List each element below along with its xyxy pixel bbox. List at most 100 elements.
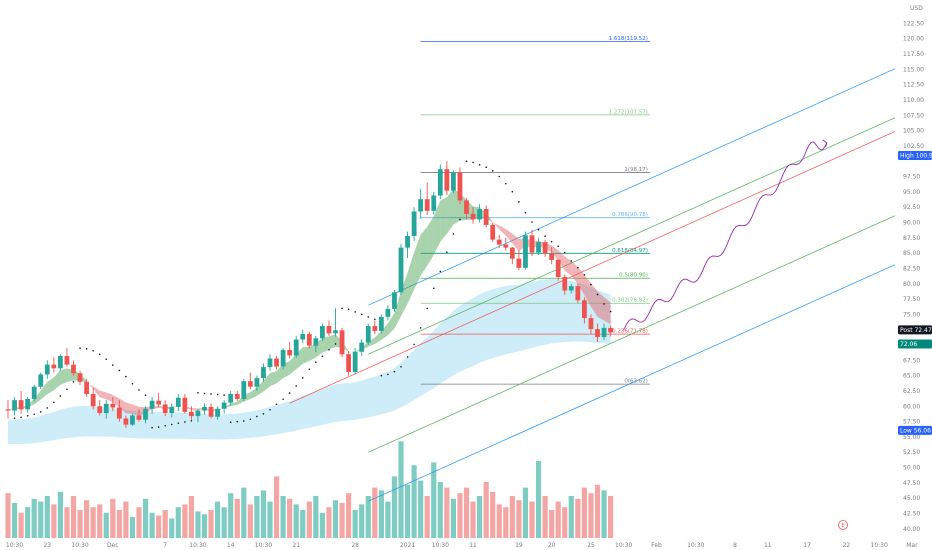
ribbon-segment [571,261,578,284]
psar-dot [170,423,173,426]
ribbon-segment [93,386,100,398]
volume-bar [346,493,352,538]
psar-dot [557,245,559,248]
psar-dot [406,356,409,358]
volume-bar [562,507,568,538]
psar-dot [570,260,573,262]
volume-bar [444,487,450,538]
volume-bar [594,484,601,538]
psar-dot [243,420,245,422]
psar-dot [511,190,514,193]
candle-body [12,400,17,411]
price-tick-label: 105.00 [903,128,924,135]
psar-dot [144,394,147,396]
candle-body [595,329,600,338]
time-tick-label: 8 [733,542,737,549]
candle-body [352,351,358,372]
volume-bar [300,510,306,538]
candle-body [365,326,371,343]
ribbon-segment [53,370,61,391]
psar-dot [184,421,186,423]
candle-body [320,326,325,339]
psar-dot [125,375,127,378]
time-axis: 10:30 23 10:30 Dec 7 10:30 14 10:30 21 28 2021 10:3… [6,542,918,549]
volume-bar [38,501,44,538]
candle-body [169,406,175,414]
psar-dot [537,228,540,231]
time-tick-label: 21 [292,542,300,549]
projection-arrowhead [822,139,828,147]
candle-body [149,400,155,409]
volume-bar [156,515,162,538]
psar-dot [105,358,108,360]
currency-label: USD [910,5,923,12]
volume-bar [437,482,443,538]
ribbon-segment [40,381,48,400]
psar-dot [315,361,317,363]
fib-level-label: 1(98.17) [624,167,648,173]
candle-body [418,199,424,212]
ribbon-segment [99,390,107,400]
fib-level-label: 1.618(119.52) [609,36,648,42]
volume-bar [496,504,502,538]
event-marker[interactable]: E [838,520,848,530]
fib-level-label: 0.382(76.82) [612,298,648,304]
fib-level-label: 1.272(107.57) [609,109,648,115]
candle-body [25,398,31,410]
candle-body [575,286,581,301]
psar-dot [301,377,304,379]
ribbon-segment [446,189,454,234]
psar-dot [328,348,330,351]
volume-bar [555,501,561,538]
volume-bar [490,491,496,538]
volume-bar [516,500,522,538]
candle-body [306,333,312,346]
price-tick-label: 42.50 [903,510,920,517]
volume-bar [162,510,168,538]
pitchfork-line [368,117,896,355]
candle-body [110,403,116,408]
volume-bar [188,496,194,538]
volume-bar [483,482,489,538]
ribbon-segment [86,380,94,390]
ribbon-segment [505,229,513,244]
ribbon-segment [551,245,559,261]
candle-body [385,308,391,317]
post-badge [898,325,932,335]
candle-body [529,235,535,253]
time-tick-label: 19 [515,542,523,549]
candle-body [130,415,135,425]
volume-bar [195,511,201,538]
candle-body [287,349,293,356]
time-tick-label: Feb [651,542,662,549]
candle-body [202,406,207,411]
candle-body [84,381,89,395]
volume-bar [404,484,411,538]
psar-dot [203,392,206,395]
time-tick-label: 23 [43,542,51,549]
ribbon-segment [34,390,41,405]
volume-bar [575,498,581,538]
time-tick-label: 11 [764,542,772,549]
time-tick-label: 10:30 [432,542,449,549]
candle-body [51,364,57,369]
candle-body [333,330,338,334]
psar-dot [563,251,566,254]
time-tick-label: 10:30 [189,542,206,549]
price-tick-label: 77.50 [903,296,920,303]
volume-bar [463,487,470,538]
volume-bar [123,501,129,538]
volume-bar [332,500,339,538]
ribbon-segment [420,226,428,276]
price-tick-label: 112.50 [903,82,924,89]
volume-bar [339,503,345,538]
psar-dot [374,318,376,321]
psar-dot [66,388,68,391]
candle-body [555,259,561,278]
psar-dot [190,419,193,422]
price-tick-label: 47.50 [903,480,920,487]
candle-body [254,378,260,387]
volume-bar [522,487,529,538]
